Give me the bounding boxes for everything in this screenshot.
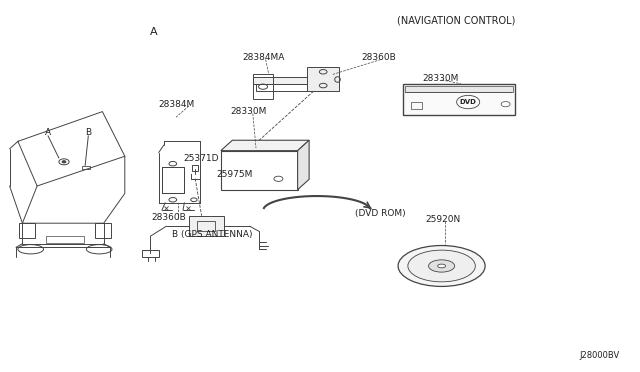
Bar bbox=[256, 84, 323, 91]
Bar bbox=[253, 74, 273, 99]
Bar bbox=[221, 151, 298, 190]
Ellipse shape bbox=[429, 260, 454, 272]
Bar bbox=[189, 216, 224, 236]
Bar bbox=[82, 166, 90, 169]
Bar bbox=[95, 223, 111, 238]
Text: A: A bbox=[45, 128, 51, 137]
Text: J28000BV: J28000BV bbox=[579, 351, 620, 360]
Text: 28384MA: 28384MA bbox=[242, 53, 284, 62]
Ellipse shape bbox=[438, 264, 445, 268]
Ellipse shape bbox=[398, 246, 485, 286]
Bar bbox=[19, 223, 35, 238]
Text: 25920N: 25920N bbox=[425, 215, 460, 224]
Polygon shape bbox=[221, 140, 309, 151]
Bar bbox=[411, 102, 422, 109]
Bar bbox=[253, 77, 326, 84]
Polygon shape bbox=[298, 140, 309, 190]
Bar bbox=[162, 167, 184, 193]
Ellipse shape bbox=[408, 250, 476, 282]
Text: 25975M: 25975M bbox=[216, 170, 253, 179]
Text: 25371D: 25371D bbox=[184, 154, 219, 163]
Text: 28360B: 28360B bbox=[362, 53, 396, 62]
Text: DVD: DVD bbox=[460, 99, 477, 105]
Circle shape bbox=[62, 161, 66, 163]
Bar bbox=[197, 221, 215, 231]
Text: 28330M: 28330M bbox=[422, 74, 459, 83]
Bar bbox=[162, 167, 184, 193]
Text: (DVD ROM): (DVD ROM) bbox=[355, 209, 406, 218]
Text: (NAVIGATION CONTROL): (NAVIGATION CONTROL) bbox=[397, 16, 515, 25]
Text: A: A bbox=[150, 27, 158, 36]
Text: B (GPS ANTENNA): B (GPS ANTENNA) bbox=[172, 230, 252, 239]
Bar bbox=[142, 250, 159, 257]
Text: 28384M: 28384M bbox=[159, 100, 195, 109]
Bar bbox=[46, 236, 84, 243]
Text: B: B bbox=[85, 128, 92, 137]
Bar bbox=[307, 67, 339, 91]
Text: 28360B: 28360B bbox=[152, 213, 186, 222]
Text: 28330M: 28330M bbox=[230, 107, 267, 116]
Bar bbox=[403, 84, 515, 115]
Bar bbox=[405, 86, 513, 92]
